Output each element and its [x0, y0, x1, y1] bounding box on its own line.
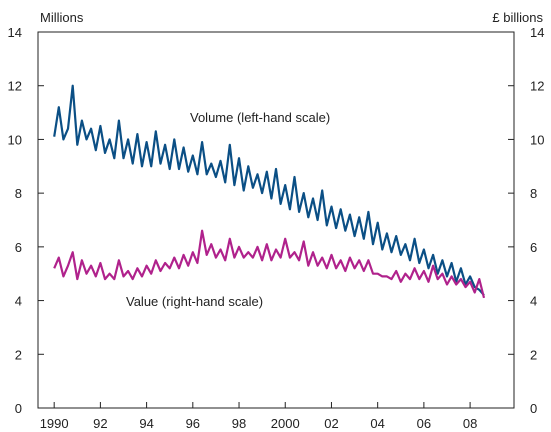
volume-annotation: Volume (left-hand scale)	[190, 110, 330, 125]
x-tick-label: 98	[232, 416, 246, 431]
volume-series-line	[53, 84, 485, 296]
left-tick-label: 14	[8, 25, 22, 40]
x-tick-label: 04	[370, 416, 384, 431]
left-tick-label: 0	[15, 401, 22, 416]
right-axis: 0 2 4 6 8 10 12 14	[508, 25, 544, 416]
right-tick-label: 0	[530, 401, 537, 416]
right-tick-label: 14	[530, 25, 544, 40]
left-axis: 0 2 4 6 8 10 12 14	[8, 25, 44, 416]
value-series-line	[53, 229, 486, 299]
right-tick-label: 10	[530, 132, 544, 147]
right-tick-label: 12	[530, 79, 544, 94]
right-tick-label: 6	[530, 240, 537, 255]
left-tick-label: 6	[15, 240, 22, 255]
left-tick-label: 12	[8, 79, 22, 94]
right-tick-label: 8	[530, 186, 537, 201]
x-tick-label: 08	[463, 416, 477, 431]
left-tick-label: 4	[15, 294, 22, 309]
left-axis-title: Millions	[40, 10, 84, 25]
x-tick-label: 1990	[40, 416, 69, 431]
left-tick-label: 8	[15, 186, 22, 201]
x-tick-label: 06	[417, 416, 431, 431]
right-tick-label: 2	[530, 347, 537, 362]
right-axis-title: £ billions	[492, 10, 543, 25]
x-tick-label: 96	[186, 416, 200, 431]
right-tick-label: 4	[530, 294, 537, 309]
x-tick-label: 92	[93, 416, 107, 431]
x-axis: 1990 92 94 96 98 2000 02 04 06 08	[40, 402, 477, 431]
x-tick-label: 94	[139, 416, 153, 431]
x-tick-label: 02	[324, 416, 338, 431]
left-tick-label: 2	[15, 347, 22, 362]
series-layer	[53, 84, 486, 299]
left-tick-label: 10	[8, 132, 22, 147]
plot-frame	[37, 31, 515, 409]
x-tick-label: 2000	[271, 416, 300, 431]
value-annotation: Value (right-hand scale)	[126, 294, 263, 309]
